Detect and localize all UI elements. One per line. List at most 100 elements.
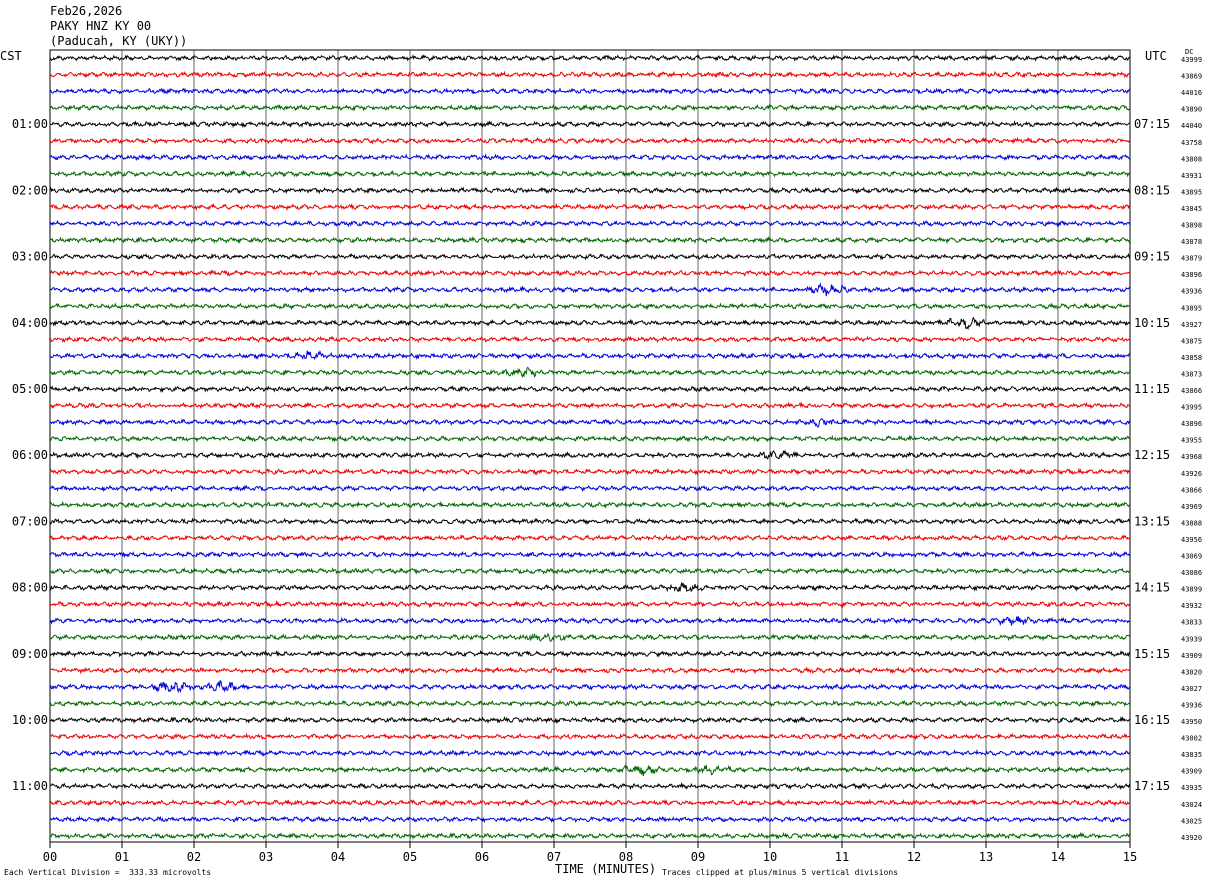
dc-value: 43932	[1181, 602, 1202, 610]
clip-note: Traces clipped at plus/minus 5 vertical …	[662, 868, 899, 877]
dc-value: 43926	[1181, 470, 1202, 478]
dc-value: 43002	[1181, 735, 1202, 743]
x-tick-label: 02	[187, 850, 201, 864]
seismic-trace	[49, 781, 1131, 791]
seismic-trace	[49, 715, 1131, 725]
dc-value: 43878	[1181, 238, 1202, 246]
seismic-trace	[49, 732, 1131, 741]
station-code: PAKY HNZ KY 00	[50, 19, 152, 33]
seismic-trace	[49, 649, 1131, 658]
seismic-trace	[49, 581, 1131, 593]
dc-value: 43086	[1181, 569, 1202, 577]
dc-value: 43888	[1181, 519, 1202, 527]
seismic-trace	[49, 798, 1131, 807]
seismic-trace	[49, 153, 1131, 162]
cst-hour-label: 02:00	[12, 183, 48, 197]
seismic-trace	[49, 385, 1131, 394]
cst-hour-label: 04:00	[12, 316, 48, 330]
seismic-trace	[49, 500, 1131, 509]
utc-hour-label: 13:15	[1134, 514, 1170, 528]
utc-hour-label: 12:15	[1134, 448, 1170, 462]
x-tick-label: 15	[1123, 850, 1137, 864]
dc-value: 43858	[1181, 354, 1202, 362]
utc-hour-label: 09:15	[1134, 250, 1170, 264]
seismic-trace	[49, 366, 1131, 378]
seismic-trace	[49, 599, 1131, 609]
dc-value: 43909	[1181, 652, 1202, 660]
x-tick-label: 11	[835, 850, 849, 864]
dc-value: 43024	[1181, 801, 1202, 809]
dc-value: 43833	[1181, 619, 1202, 627]
utc-hour-label: 07:15	[1134, 117, 1170, 131]
x-tick-label: 12	[907, 850, 921, 864]
dc-value: 43835	[1181, 751, 1202, 759]
seismic-trace	[49, 169, 1131, 178]
dc-value: 43895	[1181, 188, 1202, 196]
cst-hour-label: 01:00	[12, 117, 48, 131]
utc-hour-label: 10:15	[1134, 316, 1170, 330]
dc-value: 43927	[1181, 321, 1202, 329]
utc-hour-label: 14:15	[1134, 581, 1170, 595]
seismic-trace	[49, 252, 1131, 261]
cst-hour-label: 03:00	[12, 250, 48, 264]
dc-value: 43069	[1181, 553, 1202, 561]
dc-value: 43969	[1181, 503, 1202, 511]
seismic-trace	[49, 567, 1131, 575]
cst-hour-label: 06:00	[12, 448, 48, 462]
dc-value: 43950	[1181, 718, 1202, 726]
utc-label: UTC	[1145, 49, 1167, 63]
seismic-trace	[49, 484, 1131, 493]
x-tick-label: 00	[43, 850, 57, 864]
x-tick-label: 14	[1051, 850, 1065, 864]
dc-value: 43909	[1181, 768, 1202, 776]
dc-value: 43875	[1181, 337, 1202, 345]
dc-value: 43866	[1181, 387, 1202, 395]
seismic-trace	[49, 282, 1131, 297]
seismic-trace	[49, 87, 1131, 96]
x-tick-label: 09	[691, 850, 705, 864]
seismic-trace	[49, 103, 1131, 112]
seismic-trace	[49, 316, 1131, 331]
dc-value: 43808	[1181, 155, 1202, 163]
seismic-trace	[49, 550, 1131, 559]
x-tick-label: 08	[619, 850, 633, 864]
cst-hour-label: 07:00	[12, 514, 48, 528]
utc-hour-label: 16:15	[1134, 713, 1170, 727]
seismic-trace	[49, 815, 1131, 824]
seismic-trace	[49, 186, 1131, 195]
seismic-trace	[49, 136, 1131, 145]
dc-value: 43956	[1181, 536, 1202, 544]
cst-hour-label: 09:00	[12, 647, 48, 661]
dc-value: 43936	[1181, 288, 1202, 296]
dc-value: 43025	[1181, 817, 1202, 825]
dc-value: 43027	[1181, 685, 1202, 693]
x-tick-label: 06	[475, 850, 489, 864]
seismic-trace	[49, 467, 1131, 476]
utc-hour-label: 11:15	[1134, 382, 1170, 396]
seismic-trace	[49, 533, 1131, 542]
cst-hour-label: 05:00	[12, 382, 48, 396]
x-tick-label: 13	[979, 850, 993, 864]
dc-value: 43895	[1181, 304, 1202, 312]
seismic-trace	[49, 335, 1131, 344]
seismic-trace	[49, 202, 1131, 212]
dc-value: 43890	[1181, 106, 1202, 114]
x-tick-label: 01	[115, 850, 129, 864]
seismic-trace	[49, 517, 1131, 526]
seismic-trace	[49, 699, 1131, 708]
seismic-trace	[49, 616, 1131, 627]
dc-value: 43968	[1181, 453, 1202, 461]
dc-value: 43869	[1181, 73, 1202, 81]
seismic-trace	[49, 236, 1131, 245]
dc-value: 43939	[1181, 635, 1202, 643]
utc-hour-label: 17:15	[1134, 779, 1170, 793]
x-tick-label: 07	[547, 850, 561, 864]
x-axis-title: TIME (MINUTES)	[555, 862, 657, 876]
seismic-trace	[49, 831, 1131, 840]
dc-value: 43896	[1181, 420, 1202, 428]
station-location: (Paducah, KY (UKY))	[50, 34, 188, 48]
dc-value: 43920	[1181, 834, 1202, 842]
x-tick-label: 05	[403, 850, 417, 864]
dc-value: 43999	[1181, 56, 1202, 64]
